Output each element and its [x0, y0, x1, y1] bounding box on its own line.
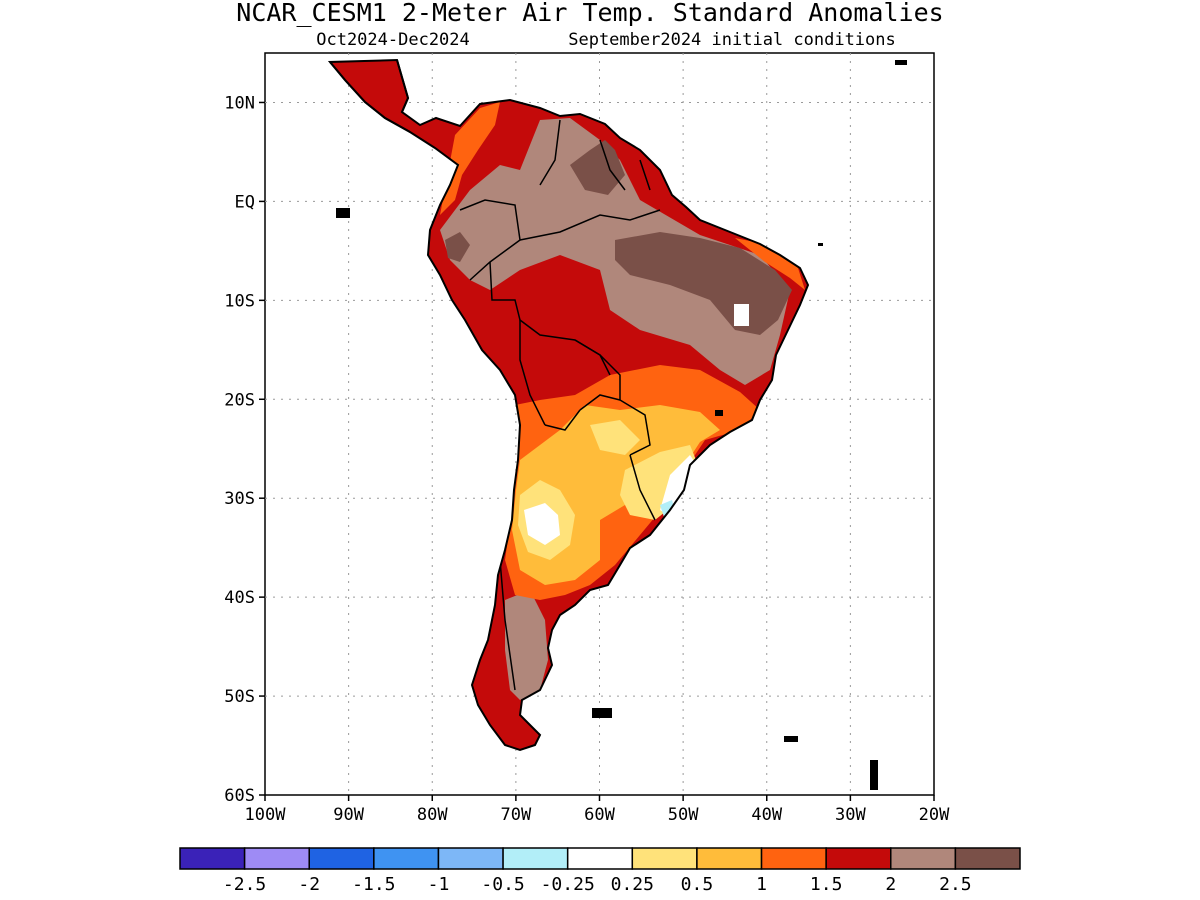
initial-conditions: September2024 initial conditions	[568, 30, 896, 50]
lon-tick-label: 60W	[584, 805, 615, 825]
colorbar-label: -1.5	[352, 874, 395, 895]
colorbar-swatch	[179, 847, 246, 870]
lon-tick-label: 80W	[417, 805, 448, 825]
colorbar-label: 2	[885, 874, 896, 895]
colorbar-swatch	[502, 847, 569, 870]
caribbean-coast	[396, 59, 410, 113]
colorbar-label: 2.5	[939, 874, 972, 895]
lon-tick-label: 90W	[333, 805, 364, 825]
lon-tick-label: 100W	[245, 805, 287, 825]
colorbar-swatch	[437, 847, 504, 870]
colorbar-swatch	[696, 847, 763, 870]
colorbar-swatch	[243, 847, 310, 870]
lat-tick-label: 20S	[224, 390, 255, 410]
colorbar-label: 0.25	[611, 874, 654, 895]
anomaly-very-high-ecuador	[445, 232, 470, 262]
figure-title: NCAR_CESM1 2-Meter Air Temp. Standard An…	[236, 0, 943, 27]
colorbar-label: -1	[428, 874, 450, 895]
coastlines	[329, 59, 809, 751]
lat-tick-label: EQ	[235, 192, 255, 212]
colorbar-label: -0.25	[541, 874, 595, 895]
lat-tick-label: 50S	[224, 687, 255, 707]
anomaly-neutral-argentina	[524, 503, 560, 545]
lat-tick-label: 40S	[224, 588, 255, 608]
colorbar-label: 0.5	[681, 874, 714, 895]
anomaly-mid-coast-north	[440, 102, 500, 215]
lat-tick-label: 30S	[224, 489, 255, 509]
lat-tick-label: 10N	[224, 93, 255, 113]
central-america-coast	[329, 61, 411, 133]
colorbar-swatch	[825, 847, 892, 870]
forecast-period: Oct2024-Dec2024	[316, 30, 470, 50]
colorbar-swatch	[373, 847, 440, 870]
colorbar-label: 1.5	[810, 874, 843, 895]
colorbar-swatch	[890, 847, 957, 870]
lat-tick-label: 60S	[224, 786, 255, 806]
colorbar-label: 1	[756, 874, 767, 895]
colorbar-swatch	[308, 847, 375, 870]
anomaly-very-high-guianas	[570, 140, 625, 195]
lon-tick-label: 40W	[751, 805, 782, 825]
lon-tick-label: 70W	[501, 805, 532, 825]
lon-tick-label: 50W	[668, 805, 699, 825]
anomaly-mid-coast-ne	[735, 238, 805, 290]
colorbar-label: -2	[298, 874, 320, 895]
lat-tick-label: 10S	[224, 291, 255, 311]
lon-tick-label: 30W	[835, 805, 866, 825]
lon-tick-label: 20W	[919, 805, 950, 825]
colorbar: -2.5 -2 -1.5 -1 -0.5 -0.25 0.25 0.5 1 1.5 2 2.5	[179, 847, 1021, 895]
anomaly-lowest-east	[590, 420, 640, 455]
colorbar-swatch	[954, 847, 1021, 870]
colorbar-label: -2.5	[223, 874, 266, 895]
colorbar-swatch	[760, 847, 827, 870]
latitude-axis: 10N EQ 10S 20S 30S 40S 50S 60S	[224, 93, 265, 806]
colorbar-swatch	[566, 847, 634, 870]
islands	[336, 60, 907, 790]
anomaly-neutral-cell	[734, 304, 749, 326]
anomaly-high-patagonia	[505, 590, 548, 700]
colorbar-swatch	[631, 847, 698, 870]
colorbar-label: -0.5	[481, 874, 524, 895]
longitude-axis: 100W 90W 80W 70W 60W 50W 40W 30W 20W	[245, 795, 950, 825]
anomaly-lowest-uruguay	[620, 445, 700, 520]
